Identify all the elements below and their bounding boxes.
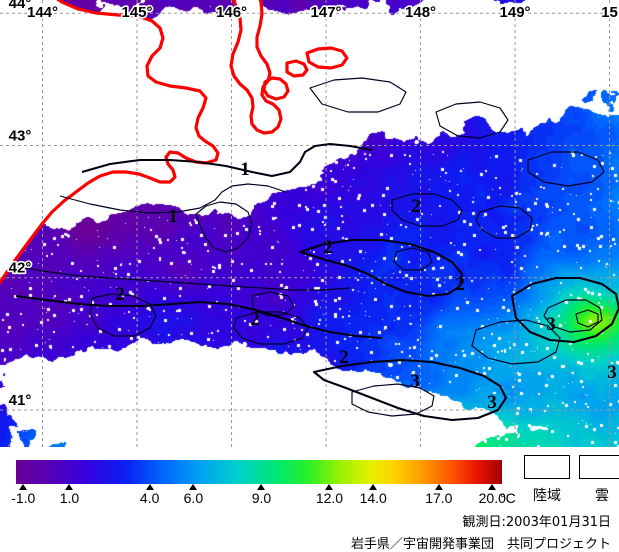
legend-label-cloud: 雲: [595, 488, 609, 504]
longitude-label: 15: [601, 4, 618, 21]
colorbar-tick-mark: [65, 484, 74, 490]
contour-label: 1: [168, 206, 178, 227]
colorbar-tick-label: 14.0: [359, 490, 387, 506]
colorbar-tick-mark: [325, 484, 334, 490]
temperature-colorbar: [16, 460, 502, 484]
longitude-label: 147°: [311, 4, 342, 21]
colorbar-tick-mark: [145, 484, 154, 490]
contour-label: 2: [455, 274, 465, 295]
latitude-label: 43°: [9, 127, 32, 144]
longitude-label: 145°: [122, 4, 153, 21]
contour-label: 2: [411, 196, 421, 217]
longitude-label: 148°: [405, 4, 436, 21]
longitude-label: 146°: [216, 4, 247, 21]
legend-swatch-land: [524, 455, 570, 479]
colorbar-tick-mark: [369, 484, 378, 490]
observation-date: 観測日:2003年01月31日: [462, 515, 611, 530]
contour-label: 2: [323, 237, 333, 258]
coastline: [0, 0, 349, 286]
colorbar-tick-mark: [189, 484, 198, 490]
longitude-label: 144°: [27, 4, 58, 21]
project-credit: 岩手県／宇宙開発事業団 共同プロジェクト: [350, 537, 611, 552]
colorbar-tick-label: 1.0: [59, 490, 80, 506]
colorbar-tick-mark: [434, 484, 443, 490]
contour-label: 2: [250, 309, 260, 330]
colorbar-tick-label: -1.0: [11, 490, 36, 506]
contour-label: 2: [115, 284, 125, 305]
colorbar-tick-mark: [19, 484, 28, 490]
latitude-label: 44°: [9, 0, 32, 12]
latitude-label: 42°: [9, 260, 32, 277]
longitude-label: 149°: [500, 4, 531, 21]
contour-labels: 1 1 2 2 2 2 2 2 3 3 3 3: [115, 159, 617, 413]
colorbar-tick-label: 17.0: [425, 490, 453, 506]
isotherm-contours: [15, 77, 619, 422]
colorbar-tick-label: 6.0: [183, 490, 204, 506]
colorbar-tick-label: 12.0: [315, 490, 344, 506]
longitude-labels: 144° 145° 146° 147° 148° 149° 15: [25, 2, 619, 22]
legend-label-land: 陸域: [533, 488, 561, 504]
colorbar-unit-label: °C: [500, 490, 516, 506]
legend-swatch-cloud: [579, 455, 619, 479]
contour-label: 3: [546, 314, 556, 335]
colorbar-tick-label: 9.0: [251, 490, 272, 506]
colorbar-tick-mark: [257, 484, 266, 490]
colorbar-tick-label: 4.0: [139, 490, 160, 506]
contour-label: 1: [240, 159, 250, 180]
legend-panel: -1.0 1.0 4.0 6.0 9.0 12.0 14.0 17.0 20.0 °C 陸域 雲…: [0, 447, 619, 552]
contour-label: 3: [487, 392, 497, 413]
sst-raster-layer: [0, 0, 619, 447]
colorbar-tick-mark: [488, 484, 497, 490]
contour-label: 3: [410, 371, 420, 392]
contour-label: 3: [607, 362, 617, 383]
graticule: [0, 0, 619, 447]
colorbar-tick-label: 20.0: [478, 490, 506, 506]
latitude-label: 41°: [9, 392, 32, 409]
contour-label: 2: [339, 347, 349, 368]
colorbar-container: -1.0 1.0 4.0 6.0 9.0 12.0 14.0 17.0 20.0: [11, 460, 506, 506]
latitude-labels: 44° 43° 42° 41°: [7, 0, 33, 411]
